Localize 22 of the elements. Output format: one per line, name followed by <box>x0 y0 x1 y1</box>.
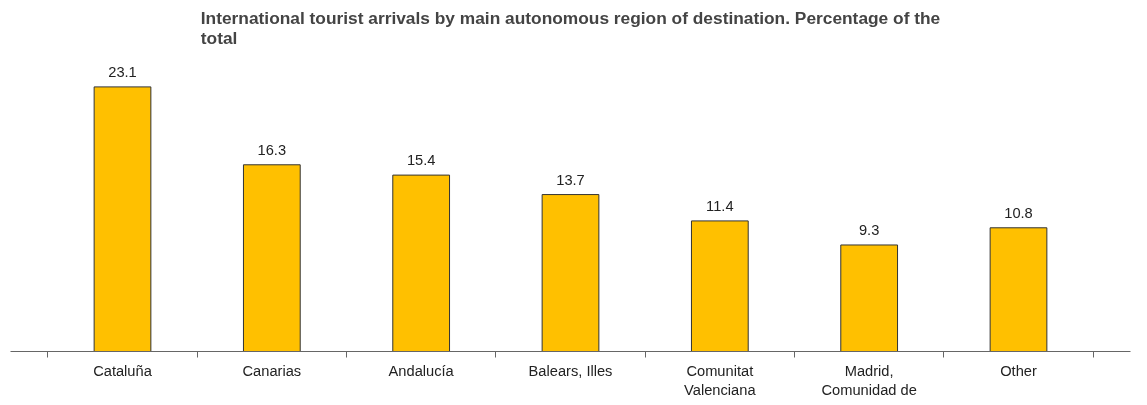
data-label: 23.1 <box>108 63 137 80</box>
chart-title: International tourist arrivals by main autonomous region of destination. Percentage of the total <box>200 7 941 48</box>
data-label: 15.4 <box>406 152 436 169</box>
bar <box>392 174 451 352</box>
x-tick-label: Andalucía <box>388 362 455 379</box>
data-label: 10.8 <box>1004 204 1033 221</box>
bar <box>840 244 899 352</box>
bar <box>242 164 301 352</box>
bar <box>989 227 1048 352</box>
x-tick-label: Comunitat Valenciana <box>684 362 757 398</box>
x-tick-label: Cataluña <box>93 362 153 379</box>
data-label: 16.3 <box>257 141 287 158</box>
bar <box>690 220 749 352</box>
data-label: 13.7 <box>556 171 585 188</box>
x-tick-label: Madrid, Comunidad de <box>821 362 917 398</box>
data-label: 9.3 <box>858 221 880 238</box>
bar <box>541 194 600 352</box>
x-tick-label: Balears, Illes <box>528 362 613 379</box>
x-tick-label: Canarias <box>242 362 302 379</box>
bar <box>93 86 152 352</box>
data-label: 11.4 <box>706 197 734 214</box>
x-tick-label: Other <box>1000 362 1037 379</box>
